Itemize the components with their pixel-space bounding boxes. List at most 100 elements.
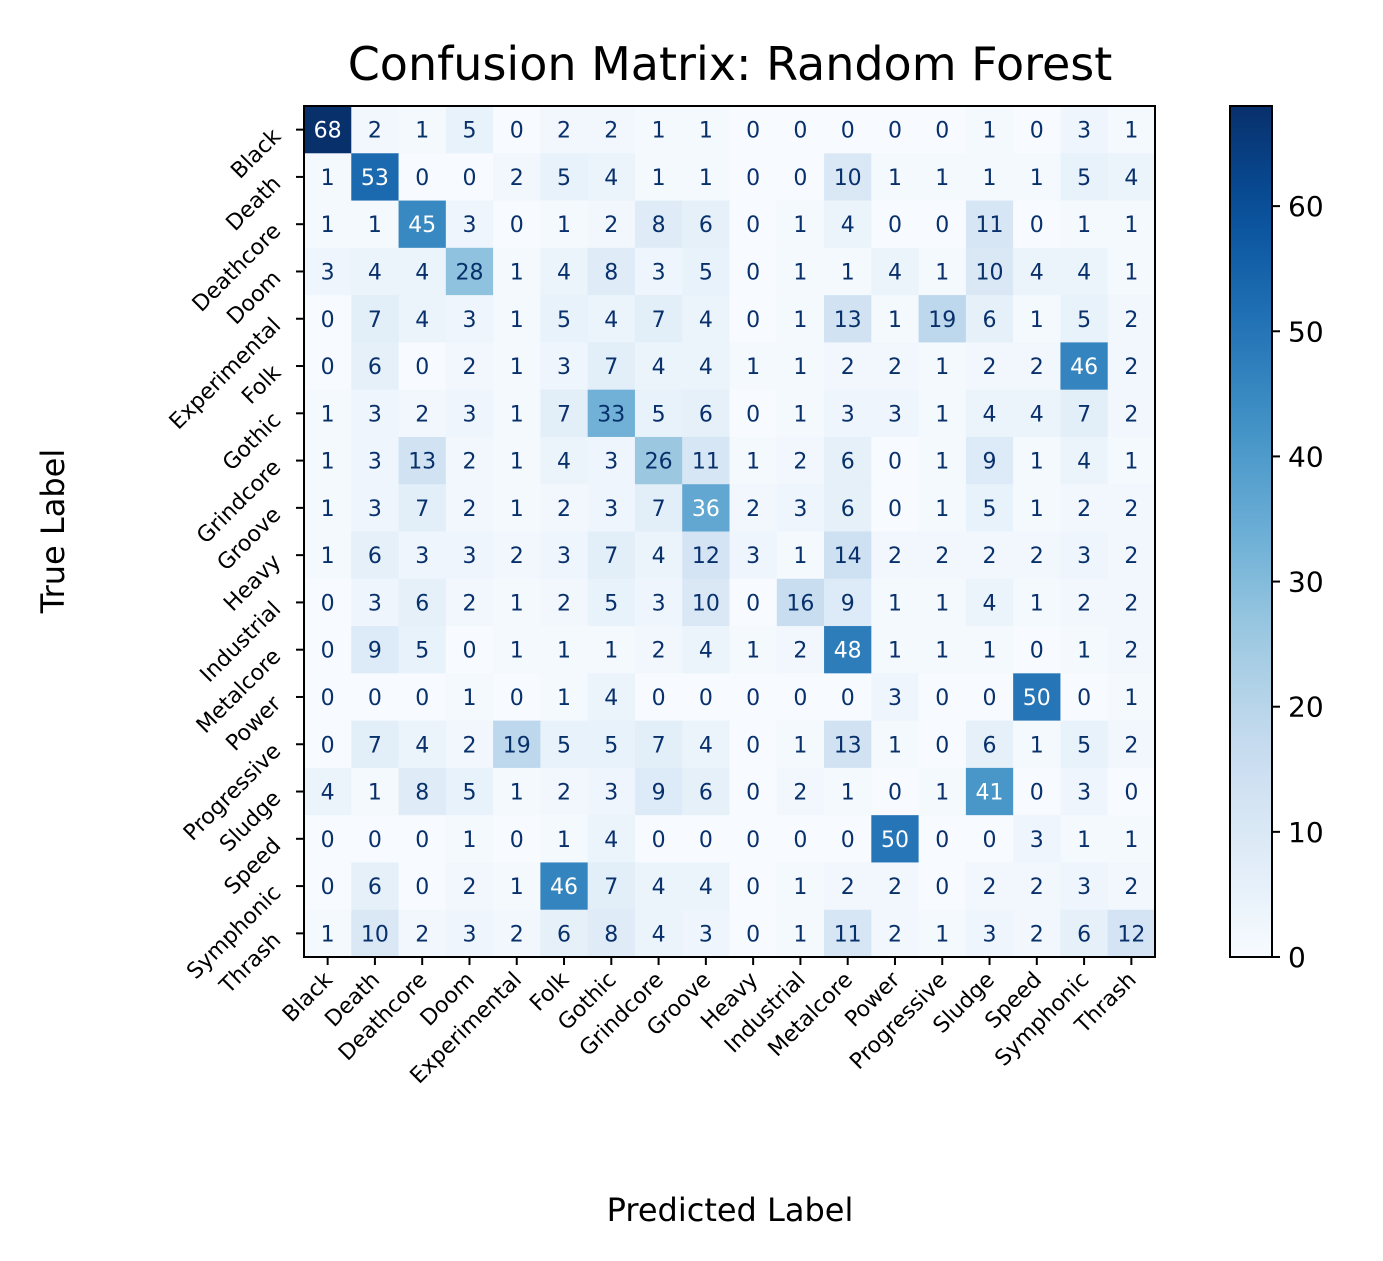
heatmap-cell — [824, 200, 872, 249]
cell-value: 1 — [510, 781, 524, 806]
cell-value: 5 — [415, 639, 429, 664]
cell-value: 0 — [746, 733, 760, 758]
heatmap-cell — [398, 909, 447, 958]
cell-value: 2 — [1124, 355, 1138, 380]
heatmap-cell — [398, 767, 447, 816]
heatmap-cell — [493, 342, 541, 391]
cell-value: 4 — [415, 733, 429, 758]
cell-value: 4 — [1077, 450, 1091, 475]
heatmap-cell — [729, 295, 778, 343]
heatmap-cell — [729, 153, 778, 202]
cell-value: 4 — [321, 781, 335, 806]
cell-value: 4 — [699, 875, 713, 900]
cell-value: 0 — [841, 119, 855, 144]
heatmap-cell — [540, 389, 589, 438]
cell-value: 2 — [510, 922, 524, 947]
cell-value: 8 — [652, 213, 666, 238]
heatmap-cell — [729, 436, 778, 485]
cell-value: 7 — [604, 875, 618, 900]
heatmap-cell — [445, 342, 494, 391]
heatmap-cell — [776, 484, 825, 533]
cell-value: 0 — [321, 591, 335, 616]
heatmap-cell — [540, 106, 589, 154]
heatmap-cell — [304, 295, 352, 343]
cell-value: 2 — [983, 355, 997, 380]
cell-value: 0 — [462, 639, 476, 664]
cell-value: 1 — [793, 875, 807, 900]
cell-value: 7 — [1077, 402, 1091, 427]
cell-value: 0 — [1030, 119, 1044, 144]
cell-value: 36 — [692, 497, 720, 522]
heatmap-cell — [871, 673, 920, 722]
heatmap-cell — [634, 436, 683, 485]
heatmap-cell — [493, 484, 541, 533]
heatmap-cell — [445, 153, 494, 202]
cell-value: 9 — [368, 639, 382, 664]
heatmap-cell — [729, 720, 778, 769]
cell-value: 0 — [888, 213, 902, 238]
heatmap-cell — [965, 153, 1014, 202]
heatmap-cell — [493, 767, 541, 816]
cell-value: 1 — [935, 922, 949, 947]
cell-value: 11 — [976, 213, 1004, 238]
heatmap-cell — [634, 531, 683, 580]
heatmap-cell — [965, 531, 1014, 580]
cell-value: 3 — [793, 497, 807, 522]
heatmap-cell — [634, 578, 683, 627]
heatmap-cell — [634, 295, 683, 343]
heatmap-cell — [918, 295, 967, 343]
cell-value: 6 — [699, 781, 713, 806]
cell-value: 3 — [462, 213, 476, 238]
heatmap-cell — [1013, 389, 1062, 438]
cell-value: 5 — [604, 591, 618, 616]
heatmap-cell — [918, 247, 967, 296]
cell-value: 4 — [699, 639, 713, 664]
cell-value: 3 — [557, 544, 571, 569]
cell-value: 7 — [368, 308, 382, 333]
heatmap-cell — [776, 200, 825, 249]
heatmap-cell — [1060, 200, 1109, 249]
cell-value: 0 — [462, 166, 476, 191]
cell-value: 5 — [557, 733, 571, 758]
heatmap-cell — [445, 436, 494, 485]
cell-value: 2 — [415, 402, 429, 427]
heatmap-cell — [493, 106, 541, 154]
heatmap-cell — [1060, 436, 1109, 485]
cell-value: 0 — [510, 119, 524, 144]
cell-value: 0 — [368, 686, 382, 711]
colorbar-tick-label: 30 — [1288, 566, 1324, 599]
heatmap-cell — [587, 200, 636, 249]
cell-value: 2 — [746, 497, 760, 522]
heatmap-cell — [729, 815, 778, 864]
heatmap-cell — [1013, 106, 1062, 154]
cell-value: 2 — [983, 544, 997, 569]
heatmap-cell — [965, 436, 1014, 485]
heatmap-cell — [1107, 295, 1156, 343]
cell-value: 6 — [699, 213, 713, 238]
cell-value: 1 — [510, 639, 524, 664]
heatmap-cell — [776, 342, 825, 391]
heatmap-cell — [776, 153, 825, 202]
colorbar-ticks: 0 10 20 30 40 50 60 — [1272, 190, 1324, 974]
cell-value: 8 — [604, 260, 618, 285]
heatmap-cell — [587, 295, 636, 343]
heatmap-cell — [965, 389, 1014, 438]
cell-value: 1 — [557, 213, 571, 238]
heatmap-cell — [682, 389, 731, 438]
heatmap-cell — [871, 767, 920, 816]
cell-value: 1 — [1124, 213, 1138, 238]
heatmap-cell — [540, 578, 589, 627]
heatmap-cell — [304, 626, 352, 674]
cell-value: 0 — [935, 213, 949, 238]
heatmap-cell — [445, 673, 494, 722]
plot-frame — [303, 105, 1156, 958]
heatmap-cell — [634, 200, 683, 249]
cell-value: 1 — [793, 544, 807, 569]
heatmap-cell — [351, 673, 400, 722]
heatmap-cell — [351, 106, 400, 154]
cell-value: 4 — [604, 686, 618, 711]
colorbar-tick-label: 40 — [1288, 440, 1324, 473]
cell-value: 0 — [510, 686, 524, 711]
cell-value: 1 — [1030, 591, 1044, 616]
heatmap-cell — [824, 720, 872, 769]
